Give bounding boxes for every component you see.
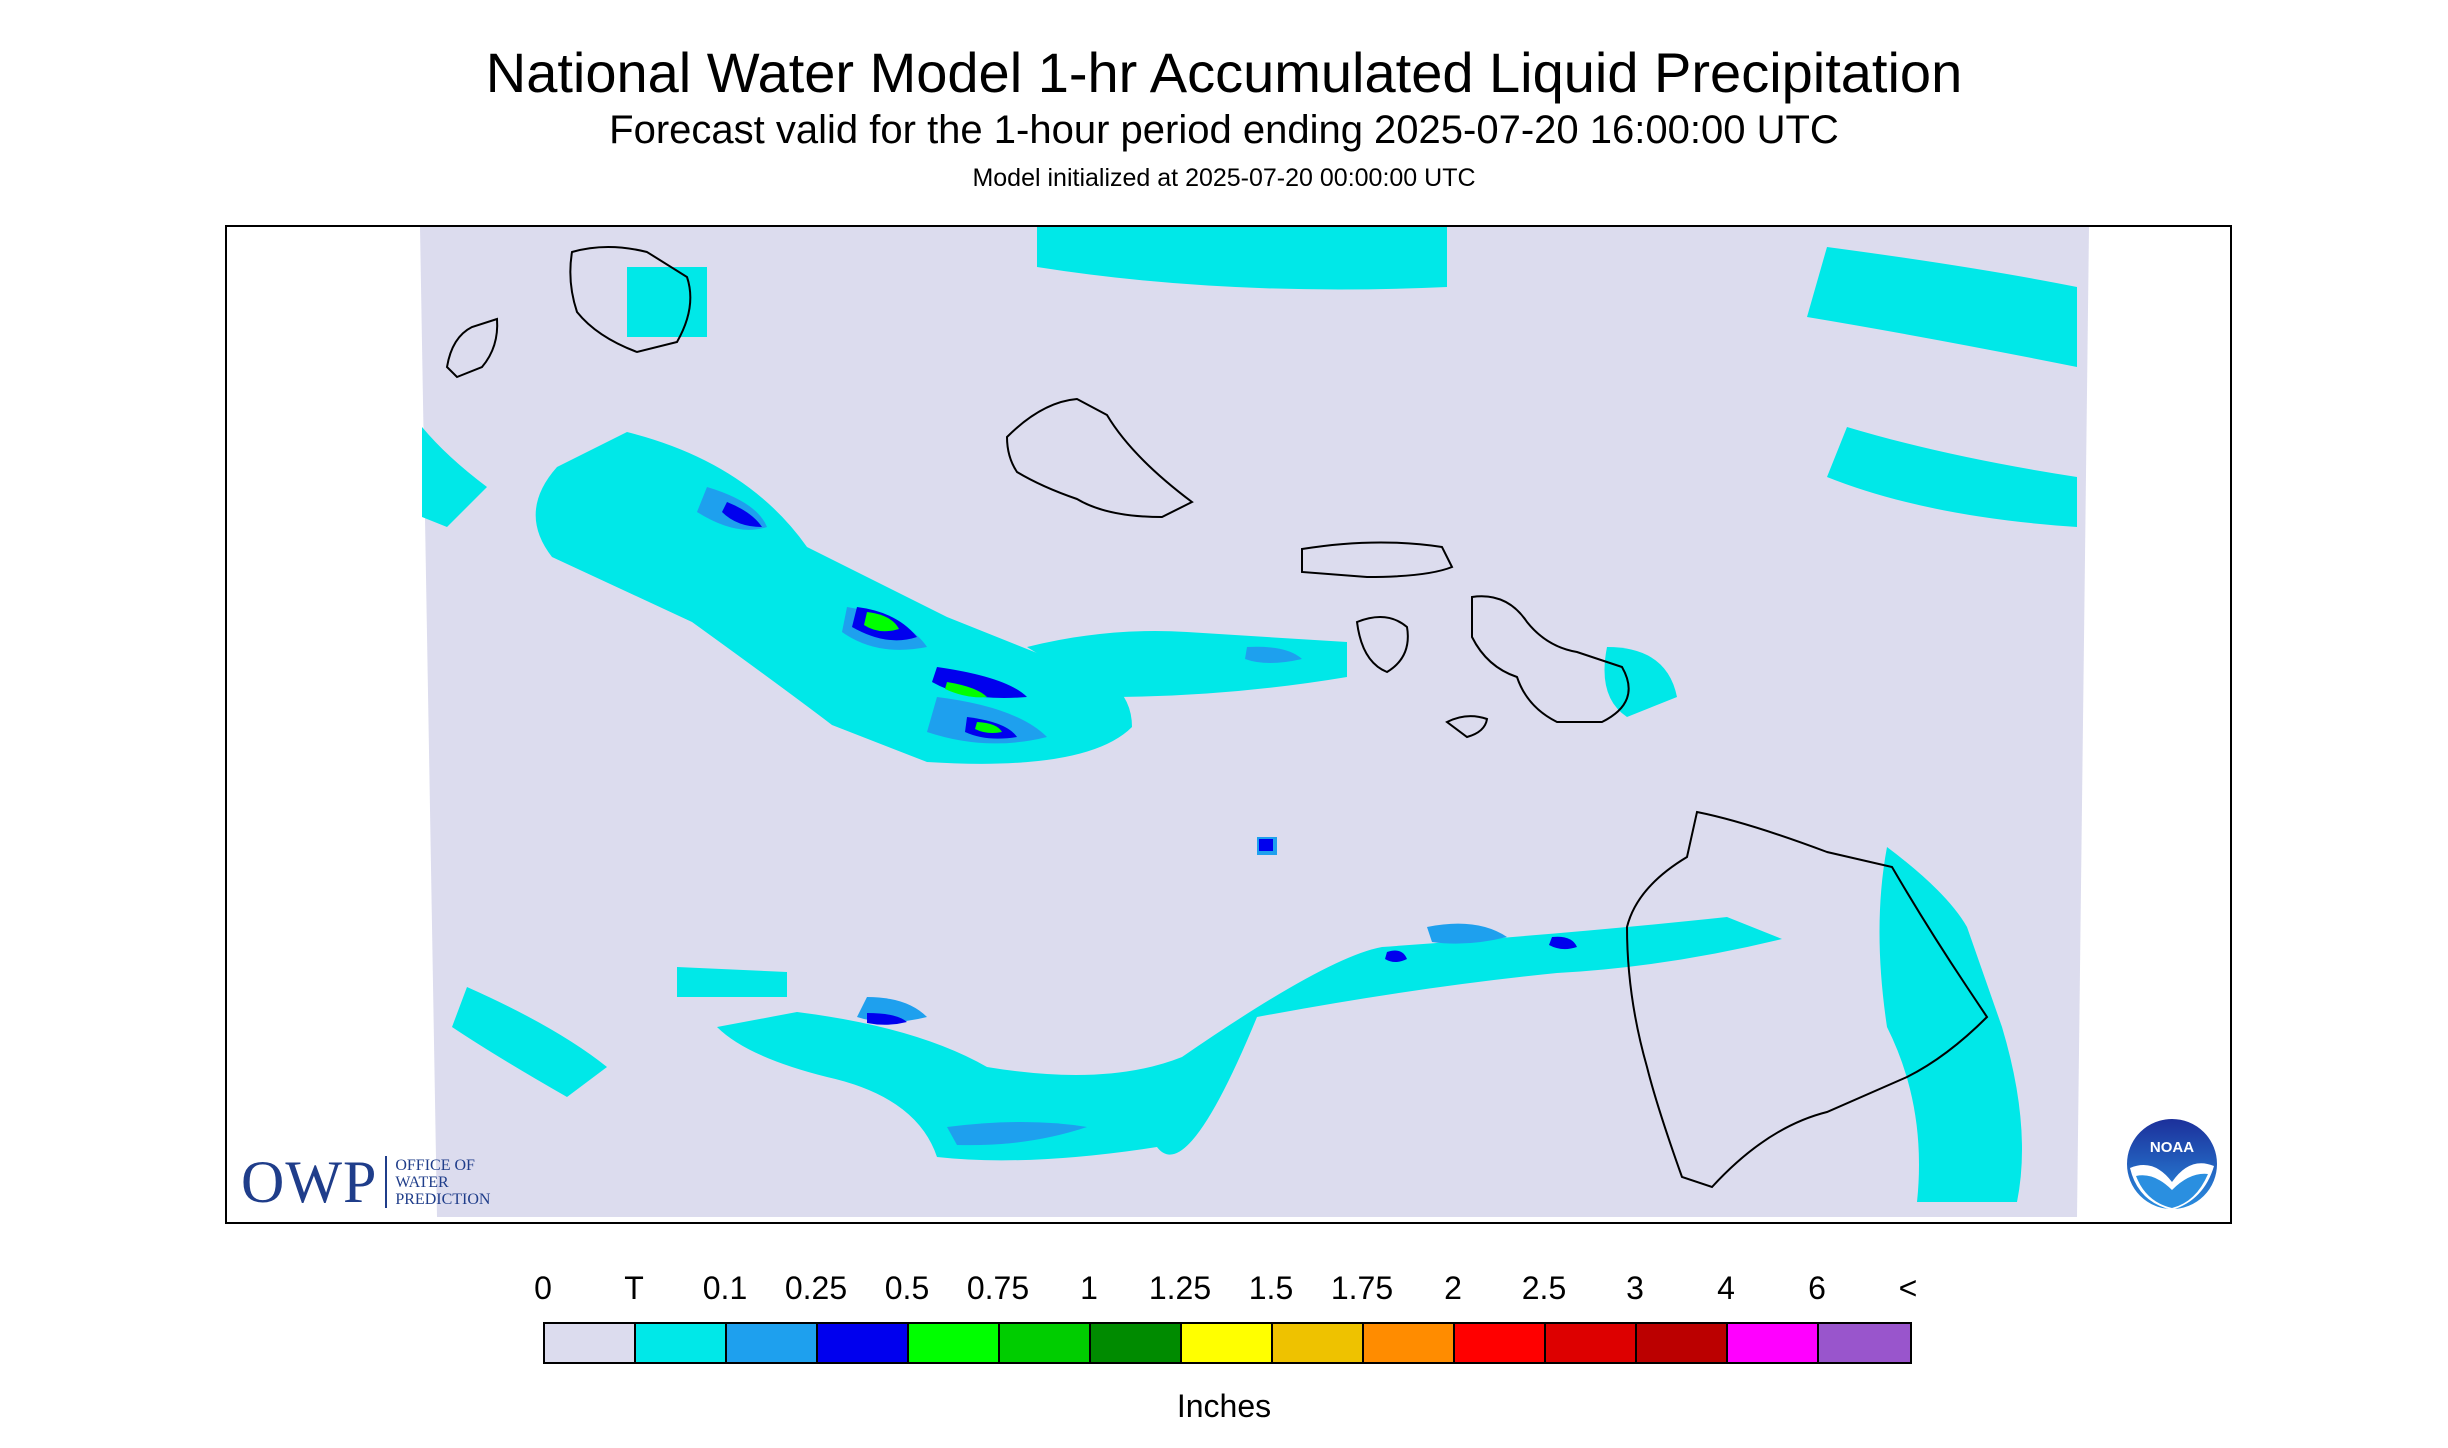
precip-patch-ne <box>1807 247 2077 367</box>
legend-labels: 0 T 0.1 0.25 0.5 0.75 1 1.25 1.5 1.75 2 2.5 3 4 6 < <box>0 1270 2448 1310</box>
owp-logo-divider <box>385 1156 388 1208</box>
legend-swatch <box>909 1324 1000 1362</box>
noaa-logo-text: NOAA <box>2150 1139 2194 1156</box>
legend-units: Inches <box>1176 1388 1272 1424</box>
legend-label: < <box>1898 1270 1918 1306</box>
precipitation-map: OWP OFFICE OF WATER PREDICTION NOAA <box>225 225 2232 1224</box>
legend-swatch <box>545 1324 636 1362</box>
page-title: National Water Model 1-hr Accumulated Li… <box>485 41 1963 104</box>
legend-label: 0 <box>534 1270 552 1306</box>
precip-patch-maui <box>1604 647 1677 717</box>
legend-label: 2 <box>1444 1270 1462 1306</box>
legend-swatch <box>727 1324 818 1362</box>
map-canvas <box>420 227 2089 1217</box>
owp-logo-text: OFFICE OF WATER PREDICTION <box>395 1157 490 1208</box>
island-niihau <box>445 317 499 379</box>
model-domain <box>420 227 2089 1217</box>
legend-label: 2.5 <box>1521 1270 1567 1306</box>
precip-patch-sw-west <box>677 967 787 997</box>
legend-swatch <box>636 1324 727 1362</box>
legend-swatch <box>1546 1324 1637 1362</box>
forecast-valid-subtitle: Forecast valid for the 1-hour period end… <box>609 108 1839 152</box>
precip-band-south <box>717 917 1782 1161</box>
legend-label: 0.1 <box>702 1270 748 1306</box>
precip-band-west-edge <box>422 427 487 527</box>
legend-label: 0.75 <box>966 1270 1030 1306</box>
legend-label: 6 <box>1808 1270 1826 1306</box>
model-init-subtitle: Model initialized at 2025-07-20 00:00:00… <box>972 164 1476 192</box>
legend-swatch <box>1364 1324 1455 1362</box>
precip-band-hawaii-east <box>1879 847 2022 1202</box>
island-lanai <box>1355 616 1409 674</box>
precip-patch-north <box>1037 227 1447 290</box>
legend-swatch <box>1819 1324 1910 1362</box>
noaa-logo: NOAA <box>2125 1117 2219 1211</box>
legend-label: 3 <box>1626 1270 1644 1306</box>
legend-swatch <box>1728 1324 1819 1362</box>
owp-logo-line3: PREDICTION <box>395 1190 491 1208</box>
owp-logo-mark: OWP <box>241 1149 378 1215</box>
island-molokai <box>1301 541 1454 579</box>
heavy-precip-areas <box>864 612 1002 733</box>
owp-logo-line2: WATER <box>395 1173 449 1191</box>
legend-swatch <box>818 1324 909 1362</box>
precip-band-southwest <box>452 987 607 1097</box>
island-hawaii <box>1625 810 1989 1189</box>
legend-swatch <box>1182 1324 1273 1362</box>
legend-swatch <box>1637 1324 1728 1362</box>
legend-colorbar <box>543 1322 1912 1364</box>
island-kauai <box>569 246 692 354</box>
precip-patch-kauai <box>627 267 707 337</box>
legend-swatch <box>1455 1324 1546 1362</box>
legend-label: 0.25 <box>784 1270 848 1306</box>
island-outlines <box>445 246 1989 1189</box>
precip-patch-east <box>1827 427 2077 527</box>
owp-logo-line1: OFFICE OF <box>395 1156 475 1174</box>
legend-label: 1.75 <box>1330 1270 1394 1306</box>
legend-label: 1.5 <box>1248 1270 1294 1306</box>
legend-swatch <box>1273 1324 1364 1362</box>
legend-label: 4 <box>1717 1270 1735 1306</box>
island-maui <box>1471 595 1630 723</box>
legend-swatch <box>1000 1324 1091 1362</box>
legend-label: T <box>624 1270 644 1306</box>
island-oahu <box>1005 397 1194 519</box>
legend-label: 1 <box>1080 1270 1098 1306</box>
legend-label: 0.5 <box>884 1270 930 1306</box>
island-kahoolawe <box>1445 715 1489 739</box>
legend-swatch <box>1091 1324 1182 1362</box>
owp-logo: OWP OFFICE OF WATER PREDICTION <box>241 1152 490 1212</box>
legend-label: 1.25 <box>1148 1270 1212 1306</box>
